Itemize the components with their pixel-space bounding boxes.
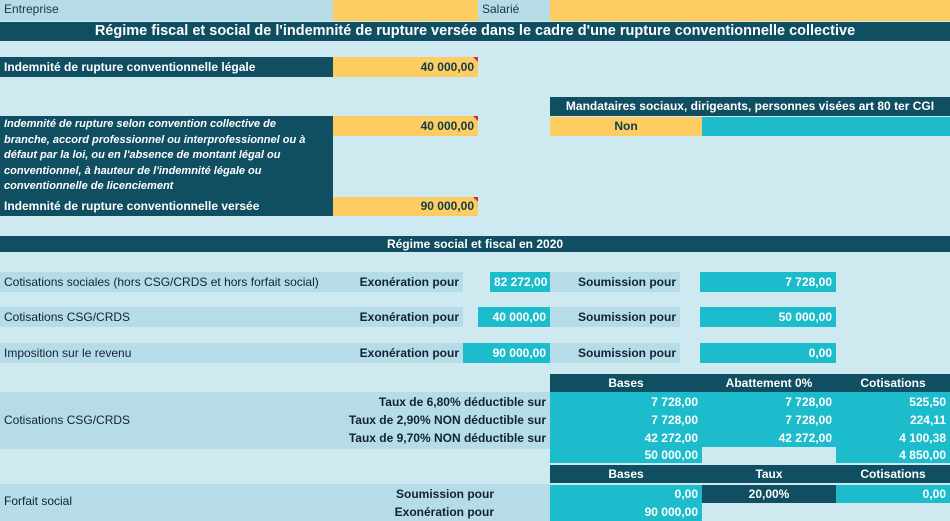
entreprise-input[interactable] [333, 0, 478, 21]
csg-band [0, 392, 550, 449]
csg-header-abattement: Abattement 0% [702, 374, 836, 392]
page-title: Régime fiscal et social de l'indemnité d… [0, 22, 950, 41]
forfait-header-taux: Taux [702, 465, 836, 483]
forfait-soumission-label: Soumission pour [395, 487, 494, 501]
conv-line: Indemnité de rupture selon convention co… [4, 118, 276, 130]
csg-abattement: 7 728,00 [785, 395, 832, 409]
conv-line: conventionnelle de licenciement [4, 180, 174, 192]
csg-cotisation: 525,50 [909, 395, 946, 409]
cotisations-csg-label: Cotisations CSG/CRDS [0, 307, 333, 327]
soumission-label: Soumission pour [550, 272, 680, 292]
csg-header-bases: Bases [550, 374, 702, 392]
entreprise-label: Entreprise [0, 0, 333, 21]
indemnite-versee-label: Indemnité de rupture conventionnelle ver… [0, 197, 333, 216]
exoneration-value: 40 000,00 [478, 307, 550, 327]
mandataires-select[interactable]: Non [550, 117, 702, 136]
csg-rate-label: Taux de 9,70% NON déductible sur [348, 431, 546, 445]
csg-cotisation: 224,11 [909, 413, 946, 427]
forfait-band [0, 484, 550, 521]
forfait-exoneration-label: Exonération pour [394, 505, 494, 519]
conv-line: défaut par la loi, ou en l'absence de mo… [4, 149, 281, 161]
exoneration-label: Exonération pour [333, 272, 463, 292]
indemnite-conventionnelle-input[interactable]: 40 000,00 [333, 116, 478, 136]
soumission-value: 50 000,00 [700, 307, 836, 327]
imposition-label: Imposition sur le revenu [0, 343, 333, 363]
csg-base: 7 728,00 [651, 395, 698, 409]
soumission-value: 7 728,00 [700, 272, 836, 292]
csg-total-base: 50 000,00 [644, 448, 698, 462]
csg-section-label: Cotisations CSG/CRDS [4, 413, 131, 427]
mandataires-output [702, 117, 950, 136]
salarie-input[interactable] [550, 0, 950, 21]
mandataires-label: Mandataires sociaux, dirigeants, personn… [550, 97, 950, 116]
forfait-header-bases: Bases [550, 465, 702, 483]
csg-header-cotisations: Cotisations [836, 374, 950, 392]
exoneration-label: Exonération pour [333, 307, 463, 327]
csg-rate-label: Taux de 6,80% déductible sur [378, 395, 546, 409]
exoneration-value: 82 272,00 [490, 272, 550, 292]
csg-abattement: 7 728,00 [785, 413, 832, 427]
csg-total-cotisation: 4 850,00 [899, 448, 946, 462]
regime-header: Régime social et fiscal en 2020 [0, 236, 950, 252]
conv-line: conventionnel, à hauteur de l'indemnité … [4, 164, 262, 177]
csg-base: 7 728,00 [651, 413, 698, 427]
forfait-section-label: Forfait social [4, 494, 73, 508]
csg-rate-label: Taux de 2,90% NON déductible sur [348, 413, 546, 427]
exoneration-label: Exonération pour [333, 343, 463, 363]
soumission-label: Soumission pour [550, 307, 680, 327]
exoneration-value: 90 000,00 [463, 343, 550, 363]
cotisations-sociales-label: Cotisations sociales (hors CSG/CRDS et h… [0, 272, 333, 292]
forfait-taux: 20,00% [702, 485, 836, 503]
soumission-label: Soumission pour [550, 343, 680, 363]
forfait-cotisation: 0,00 [836, 485, 950, 503]
indemnite-legale-input[interactable]: 40 000,00 [333, 57, 478, 77]
csg-abattement: 42 272,00 [778, 431, 832, 445]
csg-cotisation: 4 100,38 [899, 431, 946, 445]
forfait-exoneration-base: 90 000,00 [550, 503, 702, 521]
conv-line: branche, accord professionnel ou interpr… [4, 133, 306, 146]
forfait-header-cotisations: Cotisations [836, 465, 950, 483]
soumission-value: 0,00 [700, 343, 836, 363]
indemnite-versee-input[interactable]: 90 000,00 [333, 197, 478, 216]
salarie-label: Salarié [478, 0, 550, 21]
csg-total-gap [702, 447, 836, 463]
forfait-soumission-base: 0,00 [550, 485, 702, 503]
indemnite-legale-label: Indemnité de rupture conventionnelle lég… [0, 57, 333, 77]
csg-base: 42 272,00 [644, 431, 698, 445]
